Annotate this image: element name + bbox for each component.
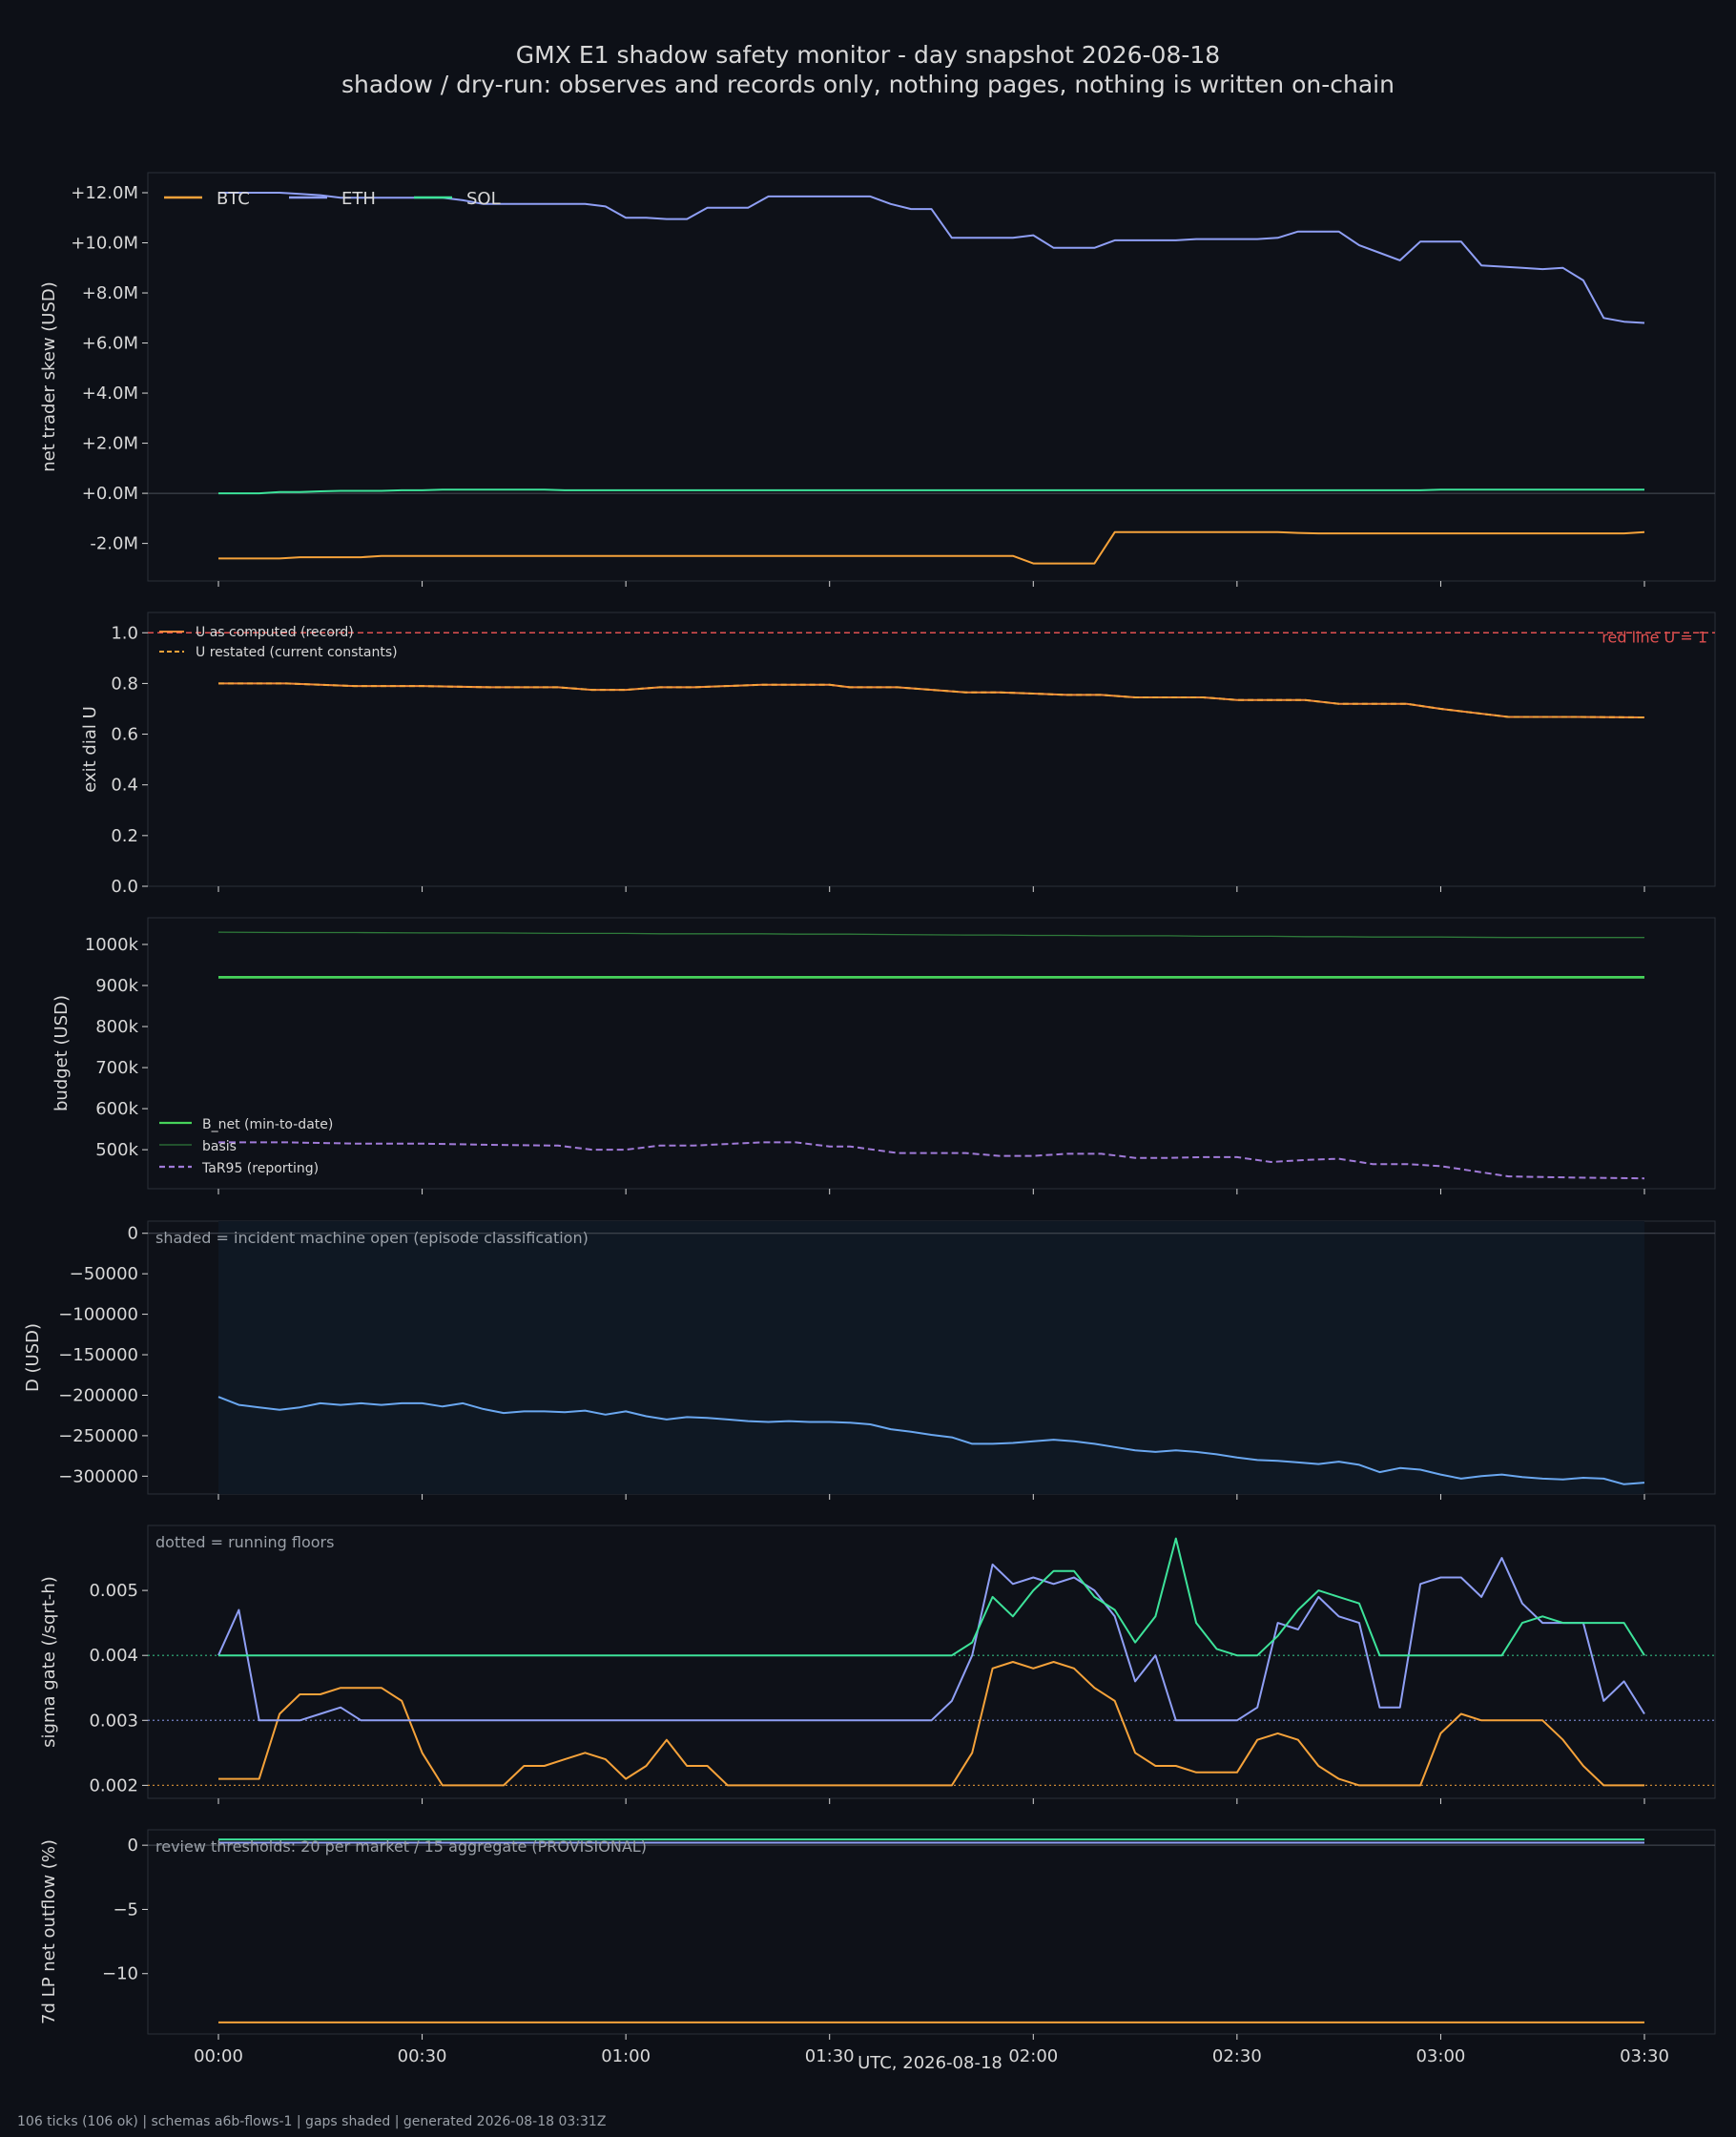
y-tick-label: 700k [95,1058,138,1078]
panels: +12.0M +10.0M +8.0M +6.0M +4.0M +2.0M +0.0M -2.… [23,172,1716,2066]
y-tick-label: +4.0M [82,384,138,404]
panel-4: 0 −50000 −100000 −150000 −200000 −250000 −3000… [23,1220,1716,1500]
legend-label: ETH [341,189,376,209]
y-tick-label: 0.003 [89,1711,138,1731]
series-line-sol [218,1537,1645,1657]
y-tick-label: +6.0M [82,334,138,354]
y-tick-label: −50000 [70,1264,138,1284]
series-line-btc [218,530,1645,565]
axes-frame [147,917,1716,1190]
panel-6: 0 −5 −10 00:00 00:30 01:00 01:30 02:00 02:30 03:0… [39,1829,1716,2066]
legend-label: BTC [217,189,250,209]
legend-label: TaR95 (reporting) [201,1161,319,1176]
y-tick-label: 0.6 [111,725,138,745]
y-axis-label: 7d LP net outflow (%) [39,1839,59,2024]
series-line-basis [217,931,1644,939]
panel-5: 0.005 0.004 0.003 0.002 sigma gate (/sqrt-h)… [39,1525,1716,1804]
x-tick-label: 03:30 [1620,2046,1669,2066]
y-tick-label: −200000 [58,1385,138,1405]
y-tick-label: 1.0 [111,623,138,643]
legend-label: U as computed (record) [196,625,354,640]
y-tick-label: 0.4 [111,776,138,796]
y-tick-label: +0.0M [82,484,138,504]
x-tick-label: 02:00 [1008,2046,1058,2066]
y-tick-label: 1000k [85,935,139,955]
series-line-btc [218,1661,1644,1787]
y-tick-label: 0.0 [111,877,138,897]
panel-2: 1.0 0.8 0.6 0.4 0.2 0.0 exit dial U red line U … [80,612,1716,897]
incident-shade [218,1221,1644,1494]
x-tick-label: 01:00 [601,2046,651,2066]
y-tick-label: −100000 [58,1305,138,1325]
series-line-d [217,1396,1645,1485]
y-tick-label: −5 [113,1899,138,1919]
chart-subtitle: shadow / dry-run: observes and records o… [341,71,1395,98]
y-tick-label: 0 [128,1224,138,1244]
axes-frame [147,1525,1716,1799]
legend-label: B_net (min-to-date) [202,1117,333,1132]
panel-note: dotted = running floors [155,1533,334,1551]
axes-frame [147,1829,1716,2035]
y-axis-label: D (USD) [23,1323,43,1392]
y-tick-label: −150000 [58,1345,138,1365]
y-tick-label: 0.004 [89,1646,138,1666]
y-tick-label: −10 [102,1964,138,1984]
panel-note: review thresholds: 20 per market / 15 ag… [155,1837,647,1856]
panel-note: shaded = incident machine open (episode … [155,1229,589,1247]
panel-1: +12.0M +10.0M +8.0M +6.0M +4.0M +2.0M +0.0M -2.… [39,172,1716,587]
red-line-label: red line U = 1 [1602,628,1707,646]
y-tick-label: 0.002 [89,1775,138,1795]
x-tick-label: 00:30 [398,2046,447,2066]
y-tick-label: −300000 [58,1466,138,1486]
x-tick-label: 02:30 [1212,2046,1262,2066]
y-tick-label: 0.005 [89,1581,138,1601]
y-tick-label: −250000 [58,1426,138,1446]
y-tick-label: 0.2 [111,826,138,846]
y-tick-label: +10.0M [71,234,138,254]
axes-frame [147,612,1716,887]
y-tick-label: 600k [95,1099,138,1119]
y-axis-label: exit dial U [80,706,100,793]
series-line-sol [218,488,1644,495]
y-tick-label: +12.0M [71,183,138,203]
y-tick-label: +8.0M [82,283,138,303]
legend-label: basis [202,1139,237,1154]
chart-title: GMX E1 shadow safety monitor - day snaps… [516,41,1220,69]
legend-label: SOL [466,189,501,209]
series-line-tar95-reporting- [218,1141,1645,1180]
x-tick-label: 00:00 [194,2046,243,2066]
x-tick-label: 03:00 [1416,2046,1465,2066]
series-line-u-restated-current-constants- [218,682,1645,718]
y-tick-label: 900k [95,976,138,996]
y-tick-label: -2.0M [90,534,138,554]
series-line-eth [217,1557,1645,1722]
y-tick-label: 500k [95,1140,138,1160]
footer-text: 106 ticks (106 ok) | schemas a6b-flows-1… [17,2114,606,2129]
y-axis-label: sigma gate (/sqrt-h) [39,1576,59,1748]
panel-3: 1000k 900k 800k 700k 600k 500k budget (USD) B_n… [52,917,1716,1194]
y-tick-label: 800k [95,1017,138,1037]
x-axis-label: UTC, 2026-08-18 [858,2053,1002,2073]
y-tick-label: 0 [128,1836,138,1856]
legend-label: U restated (current constants) [196,645,398,660]
y-axis-label: net trader skew (USD) [39,281,59,472]
y-tick-label: 0.8 [111,674,138,694]
y-tick-label: +2.0M [82,434,138,454]
y-axis-label: budget (USD) [52,995,72,1111]
x-tick-label: 01:30 [805,2046,855,2066]
series-line-eth [218,192,1645,324]
axes-frame [147,172,1716,582]
